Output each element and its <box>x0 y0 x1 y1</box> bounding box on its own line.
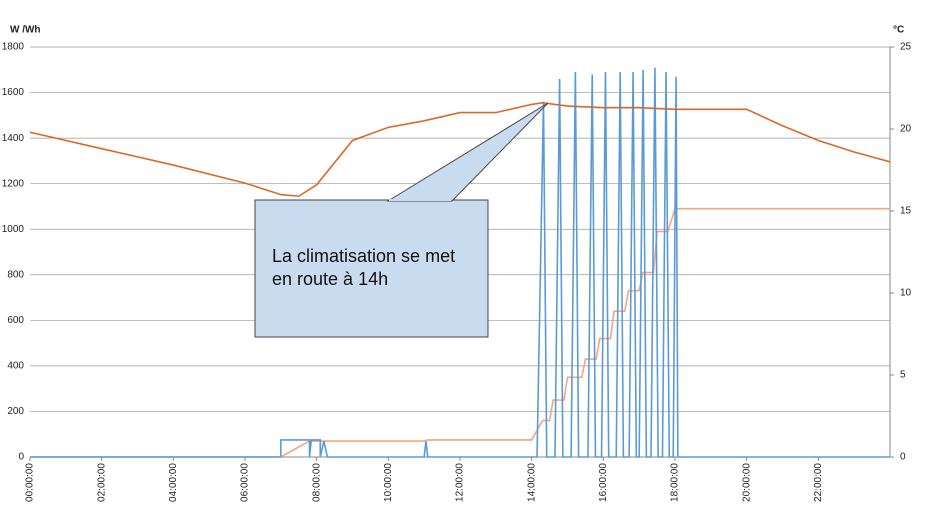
y-tick-label: 400 <box>7 361 24 372</box>
y-tick-label: 600 <box>7 315 24 326</box>
x-tick-label: 10:00:00 <box>383 463 394 502</box>
y2-tick-label: 10 <box>900 288 912 299</box>
x-tick-label: 04:00:00 <box>168 463 179 502</box>
x-tick-label: 06:00:00 <box>240 463 251 502</box>
y2-tick-label: 5 <box>900 370 906 381</box>
x-tick-label: 16:00:00 <box>598 463 609 502</box>
data-line <box>30 67 890 458</box>
y-tick-label: 800 <box>7 269 24 280</box>
y2-tick-label: 15 <box>900 206 912 217</box>
data-line <box>29 101 891 198</box>
y-tick-label: 1200 <box>2 178 25 189</box>
y2-tick-label: 0 <box>900 452 906 463</box>
y-tick-label: 1400 <box>2 133 25 144</box>
y2-tick-label: 25 <box>900 42 912 53</box>
x-tick-label: 02:00:00 <box>96 463 107 502</box>
y-tick-label: 0 <box>18 452 24 463</box>
x-tick-label: 14:00:00 <box>526 463 537 502</box>
x-tick-label: 22:00:00 <box>813 463 824 502</box>
x-tick-label: 00:00:00 <box>25 463 36 502</box>
y-tick-label: 1800 <box>2 42 25 53</box>
y-tick-label: 200 <box>7 406 24 417</box>
x-tick-label: 20:00:00 <box>741 463 752 502</box>
callout-pointer <box>386 102 549 202</box>
y2-tick-label: 20 <box>900 124 912 135</box>
y-tick-label: 1000 <box>2 224 25 235</box>
x-tick-label: 12:00:00 <box>455 463 466 502</box>
x-tick-label: 18:00:00 <box>670 463 681 502</box>
annotation: La climatisation se met en route à 14h <box>272 246 456 289</box>
y-axis-label: W /Wh <box>10 25 41 36</box>
y-tick-label: 1600 <box>2 87 25 98</box>
x-tick-label: 08:00:00 <box>311 463 322 502</box>
y2-axis-label: °C <box>893 25 904 36</box>
